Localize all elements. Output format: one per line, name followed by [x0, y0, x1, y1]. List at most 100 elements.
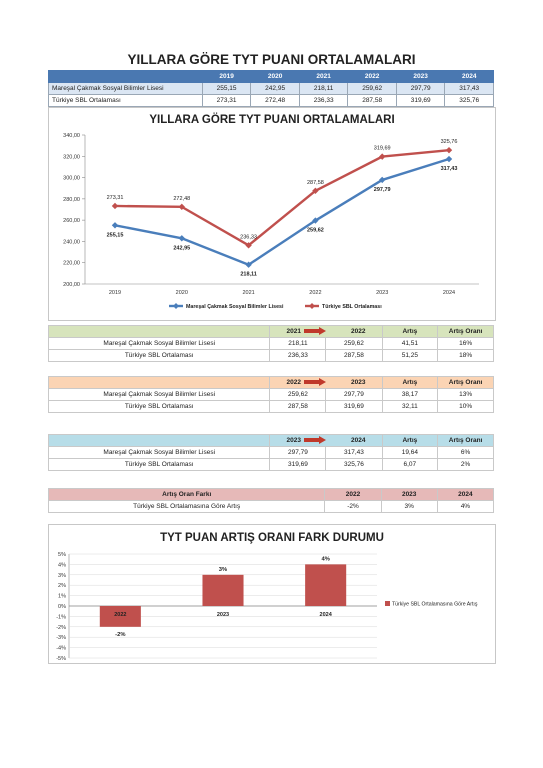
comparison-cell: 259,62 — [325, 337, 383, 350]
comparison-header-blank — [47, 376, 271, 389]
comparison-to-year: 2024 — [350, 437, 366, 444]
comparison-table-2023-2024: 2023 2024 Artış Artış Oranı Mareşal Çakma… — [47, 434, 494, 471]
x-tick-label: 2022 — [309, 290, 321, 296]
data-label: 272,48 — [173, 196, 190, 202]
bar-chart-title: TYT PUAN ARTIŞ ORANI FARK DURUMU — [160, 532, 384, 544]
legend-swatch — [385, 601, 390, 606]
summary-cell: 287,58 — [347, 94, 397, 107]
difference-header-label: Artış Oran Farkı — [47, 488, 326, 501]
summary-cell: 273,31 — [201, 94, 252, 107]
summary-cell: 325,76 — [444, 94, 494, 107]
difference-cell: -2% — [324, 500, 382, 513]
comparison-header-row: 2022 2023 Artış Artış Oranı — [47, 376, 494, 389]
summary-row-school: Mareşal Çakmak Sosyal Bilimler Lisesi 25… — [48, 82, 494, 95]
bar — [99, 606, 141, 627]
y-tick-label: 240,00 — [63, 239, 80, 245]
series-line-school — [114, 157, 450, 266]
data-point — [312, 187, 319, 194]
summary-cell: 236,33 — [298, 94, 349, 107]
legend-label: Mareşal Çakmak Sosyal Bilimler Lisesi — [186, 304, 284, 310]
comparison-from-year: 2021 — [286, 328, 301, 335]
comparison-cell: 317,43 — [325, 446, 383, 459]
comparison-cell: 13% — [437, 388, 494, 401]
comparison-cell: 297,79 — [325, 388, 383, 401]
y-tick-label: 320,00 — [63, 154, 80, 160]
comparison-from-year: 2022 — [286, 379, 301, 386]
difference-header-row: Artış Oran Farkı 2022 2023 2024 — [47, 488, 495, 501]
difference-row: Türkiye SBL Ortalamasına Göre Artış -2% … — [47, 500, 495, 513]
y-tick-label: 1% — [58, 594, 66, 600]
comparison-row: Türkiye SBL Ortalaması 319,69 325,76 6,0… — [47, 458, 494, 471]
line-chart-title: YILLARA GÖRE TYT PUANI ORTALAMALARI — [149, 114, 395, 126]
data-label: 242,95 — [173, 245, 190, 251]
bar-chart-box: TYT PUAN ARTIŞ ORANI FARK DURUMU -5% -4% -… — [48, 524, 496, 664]
legend-label: Türkiye SBL Ortalamasına Göre Artış — [392, 602, 478, 608]
comparison-header-row: 2023 2024 Artış Artış Oranı — [47, 434, 494, 447]
data-point — [312, 217, 319, 224]
y-tick-label: 5% — [58, 552, 66, 558]
data-label: 255,15 — [107, 232, 124, 238]
comparison-row: Mareşal Çakmak Sosyal Bilimler Lisesi 25… — [47, 388, 494, 401]
summary-cell: 297,79 — [395, 82, 446, 95]
data-label: 3% — [219, 567, 227, 573]
comparison-cell: 218,11 — [269, 337, 327, 350]
comparison-table-2021-2022: 2021 2022 Artış Artış Oranı Mareşal Çakma… — [47, 325, 494, 362]
comparison-col-increase: Artış — [381, 325, 439, 338]
comparison-cell: 41,51 — [381, 337, 439, 350]
y-tick-label: 300,00 — [63, 176, 80, 182]
data-point — [245, 242, 252, 249]
comparison-period: 2023 2024 — [269, 434, 383, 447]
summary-year: 2022 — [347, 70, 397, 83]
comparison-table-2022-2023: 2022 2023 Artış Artış Oranı Mareşal Çakma… — [47, 376, 494, 413]
difference-row-label: Türkiye SBL Ortalamasına Göre Artış — [47, 500, 326, 513]
comparison-to-year: 2022 — [350, 328, 366, 335]
comparison-from-year: 2023 — [286, 437, 301, 444]
y-tick-label: 280,00 — [63, 197, 80, 203]
summary-row-turkey: Türkiye SBL Ortalaması 273,31 272,48 236… — [48, 94, 494, 107]
legend-label: Türkiye SBL Ortalaması — [322, 304, 382, 310]
data-label: 218,11 — [240, 272, 257, 278]
y-tick-label: 260,00 — [63, 218, 80, 224]
summary-year: 2019 — [201, 70, 252, 83]
comparison-cell: 10% — [437, 400, 494, 413]
summary-cell: 218,11 — [298, 82, 349, 95]
data-label: 273,31 — [107, 195, 124, 201]
data-label: 236,33 — [240, 234, 257, 240]
summary-cell: 317,43 — [444, 82, 494, 95]
comparison-cell: 319,69 — [325, 400, 383, 413]
summary-cell: 319,69 — [395, 94, 446, 107]
y-tick-label: -2% — [56, 625, 66, 631]
comparison-cell: 19,64 — [381, 446, 439, 459]
line-chart-box: YILLARA GÖRE TYT PUANI ORTALAMALARI 200,… — [48, 107, 496, 321]
y-tick-label: -5% — [56, 656, 66, 662]
y-tick-label: -3% — [56, 635, 66, 641]
comparison-cell: 287,58 — [325, 349, 383, 362]
comparison-cell: 2% — [437, 458, 494, 471]
comparison-cell: 287,58 — [269, 400, 327, 413]
y-tick-label: 3% — [58, 573, 66, 579]
x-tick-label: 2023 — [217, 612, 229, 618]
data-label: 319,69 — [374, 146, 391, 152]
data-point — [178, 203, 185, 211]
x-tick-label: 2022 — [114, 612, 126, 618]
comparison-row-label: Mareşal Çakmak Sosyal Bilimler Lisesi — [47, 446, 271, 459]
data-label: 317,43 — [441, 166, 458, 172]
comparison-cell: 16% — [437, 337, 494, 350]
comparison-col-increase: Artış — [381, 376, 439, 389]
data-label: 287,58 — [307, 180, 324, 186]
arrow-right-icon — [303, 378, 326, 387]
y-tick-label: 340,00 — [63, 133, 80, 139]
x-tick-label: 2023 — [376, 290, 388, 296]
data-point — [445, 155, 453, 163]
difference-cell: 3% — [380, 500, 438, 513]
comparison-row: Türkiye SBL Ortalaması 287,58 319,69 32,… — [47, 400, 494, 413]
comparison-col-rate: Artış Oranı — [437, 376, 494, 389]
data-point — [111, 202, 119, 210]
summary-row-label: Mareşal Çakmak Sosyal Bilimler Lisesi — [48, 82, 203, 95]
y-tick-label: -4% — [56, 646, 66, 652]
y-tick-label: -1% — [56, 614, 66, 620]
data-label: 259,62 — [307, 228, 324, 234]
data-point — [445, 146, 453, 154]
summary-cell: 259,62 — [347, 82, 397, 95]
comparison-row-label: Türkiye SBL Ortalaması — [47, 400, 271, 413]
